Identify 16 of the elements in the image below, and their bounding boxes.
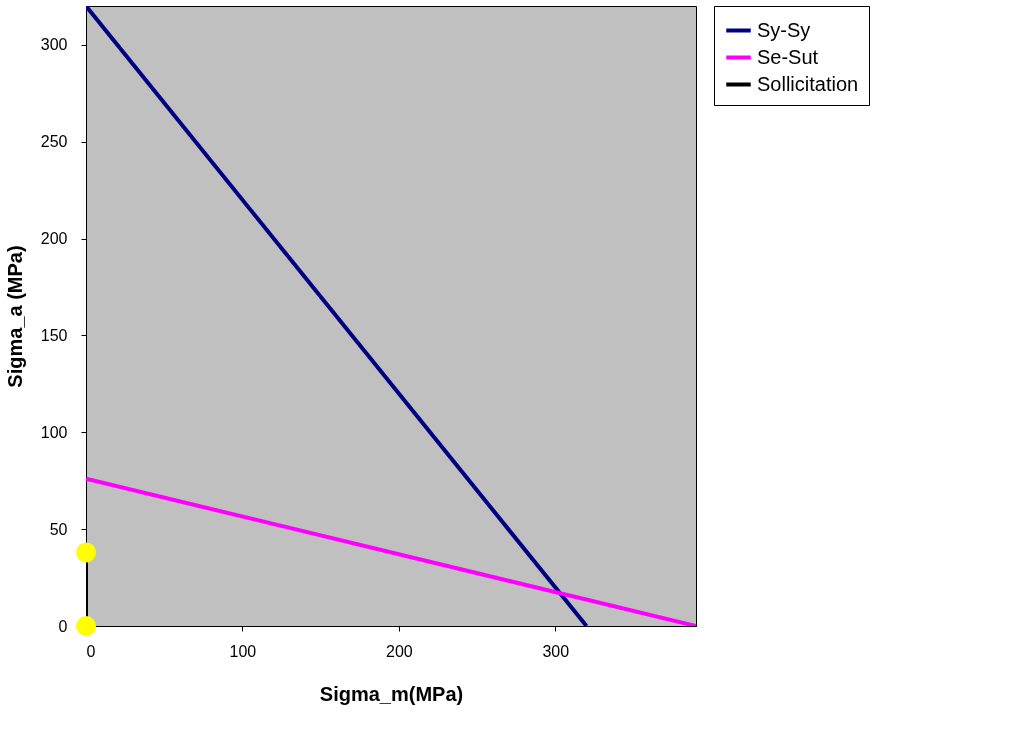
x-tick-label: 200 [385,642,413,660]
x-axis-title: Sigma_m(MPa) [319,682,464,705]
y-tick-label: 0 [58,617,68,635]
legend-label: Sy-Sy [757,18,811,41]
y-tick-label: 300 [40,36,68,54]
y-tick-label: 250 [40,133,68,151]
legend-label: Se-Sut [757,45,819,68]
y-axis-title: Sigma_a (MPa) [3,245,26,388]
legend-label: Sollicitation [757,72,859,95]
y-tick-label: 200 [40,230,68,247]
y-tick-label: 50 [49,520,68,538]
y-tick-label: 100 [40,423,68,441]
y-tick-label: 150 [40,326,68,344]
x-tick-label: 0 [86,642,96,660]
x-tick-label: 100 [229,642,257,660]
x-tick-label: 300 [542,642,570,660]
